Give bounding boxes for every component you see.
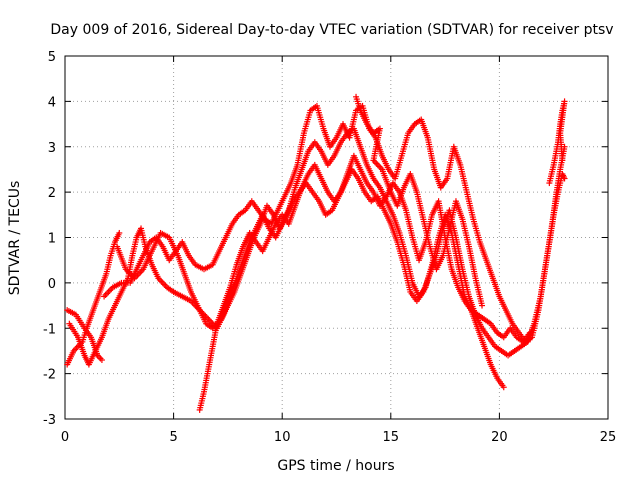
series-track-7 bbox=[353, 93, 486, 309]
series-track-8 bbox=[546, 98, 568, 187]
axis-ticks bbox=[64, 55, 609, 420]
x-tick-label: 25 bbox=[600, 430, 617, 445]
grid bbox=[65, 56, 608, 419]
data-point bbox=[561, 175, 568, 182]
x-tick-label: 10 bbox=[274, 430, 291, 445]
y-tick-label: 1 bbox=[48, 232, 56, 247]
x-tick-label: 15 bbox=[383, 430, 400, 445]
y-tick-label: 5 bbox=[48, 50, 56, 65]
data-point bbox=[559, 157, 566, 164]
data-point bbox=[98, 357, 105, 364]
y-tick-label: -3 bbox=[43, 413, 56, 428]
y-tick-label: 4 bbox=[48, 95, 56, 110]
plot-frame bbox=[64, 55, 609, 420]
y-tick-label: 0 bbox=[48, 277, 56, 292]
x-axis-label: GPS time / hours bbox=[277, 458, 394, 474]
series-track-4 bbox=[101, 102, 568, 345]
series-track-6 bbox=[196, 152, 533, 413]
chart-title: Day 009 of 2016, Sidereal Day-to-day VTE… bbox=[50, 22, 613, 38]
series-track-5 bbox=[114, 166, 568, 359]
data-point bbox=[500, 384, 507, 391]
data-point bbox=[526, 329, 533, 336]
y-tick-label: -1 bbox=[43, 322, 56, 337]
y-axis-label: SDTVAR / TECUs bbox=[7, 181, 23, 296]
data-point bbox=[479, 302, 486, 309]
x-tick-label: 20 bbox=[491, 430, 508, 445]
y-tick-labels: -3 -2 -1 0 1 2 3 4 5 bbox=[43, 50, 56, 428]
x-tick-labels: 0 5 10 15 20 25 bbox=[61, 430, 616, 445]
y-tick-label: 2 bbox=[48, 186, 56, 201]
y-tick-label: 3 bbox=[48, 141, 56, 156]
y-tick-label: -2 bbox=[43, 368, 56, 383]
x-tick-label: 0 bbox=[61, 430, 69, 445]
data-marks bbox=[64, 93, 568, 413]
x-tick-label: 5 bbox=[169, 430, 177, 445]
data-point bbox=[116, 229, 123, 236]
